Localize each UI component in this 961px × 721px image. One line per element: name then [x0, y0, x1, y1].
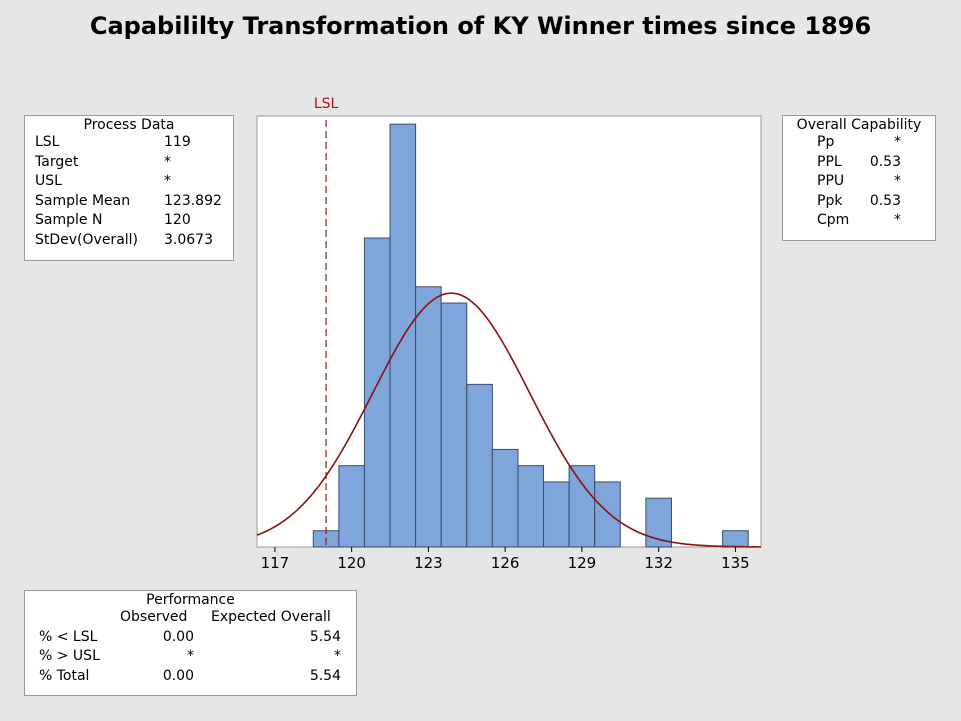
capability-label: PPU — [817, 173, 845, 189]
performance-header-row: Observed Expected Overall — [25, 608, 356, 628]
x-tick-label: 129 — [568, 554, 597, 572]
process-data-label: Sample N — [35, 212, 103, 228]
capability-value: 0.53 — [869, 153, 901, 170]
performance-row: % > USL * * — [25, 647, 356, 667]
histogram-bar — [517, 465, 545, 548]
normal-curve — [256, 292, 762, 548]
process-data-value: 120 — [164, 212, 191, 228]
process-data-title: Process Data — [83, 117, 175, 133]
capability-row: Cpm * — [783, 211, 935, 231]
process-data-row: StDev(Overall) 3.0673 — [25, 231, 233, 251]
process-data-label: USL — [35, 173, 62, 189]
capability-value: * — [894, 134, 901, 150]
performance-label: % > USL — [39, 648, 100, 664]
process-data-row: LSL 119 — [25, 133, 233, 153]
histogram-bar — [722, 530, 749, 548]
process-data-value: 123.892 — [164, 192, 222, 209]
x-tick-label: 120 — [337, 554, 366, 572]
capability-label: PPL — [817, 153, 842, 170]
histogram-bar — [415, 286, 442, 548]
histogram-bar — [440, 302, 468, 548]
process-data-label: Target — [35, 153, 79, 170]
process-data-panel: Process Data LSL 119 Target * USL * Sample Mea… — [24, 115, 234, 261]
performance-observed: 0.00 — [162, 628, 194, 645]
histogram-bar — [363, 237, 391, 548]
overall-capability-panel: Overall Capability Pp * PPL 0.53 PPU * Ppk 0.53… — [782, 115, 936, 241]
capability-value: * — [894, 212, 901, 228]
capability-row: PPL 0.53 — [783, 153, 935, 173]
lsl-label: LSL — [314, 96, 339, 112]
histogram-bar — [491, 448, 519, 548]
process-data-row: Sample N 120 — [25, 211, 233, 231]
capability-label: Cpm — [817, 212, 850, 228]
capability-value: 0.53 — [869, 192, 901, 209]
performance-row: % < LSL 0.00 5.54 — [25, 628, 356, 648]
observed-column-header: Observed — [120, 609, 188, 625]
capability-label: Ppk — [817, 192, 843, 209]
process-data-value: 119 — [164, 134, 191, 150]
performance-observed: * — [187, 648, 194, 664]
histogram-bar — [594, 481, 621, 548]
process-data-value: 3.0673 — [164, 231, 213, 248]
x-tick-label: 117 — [261, 554, 290, 572]
histogram-bar — [543, 481, 570, 548]
performance-panel: Performance Observed Expected Overall % … — [24, 590, 357, 696]
capability-value: * — [894, 173, 901, 189]
x-tick-label: 123 — [414, 554, 443, 572]
performance-label: % < LSL — [39, 628, 98, 645]
expected-column-header: Expected Overall — [211, 609, 331, 625]
performance-label: % Total — [39, 667, 90, 684]
chart-title: Capabililty Transformation of KY Winner … — [89, 12, 872, 40]
process-data-row: USL * — [25, 172, 233, 192]
performance-expected: 5.54 — [309, 667, 341, 684]
process-data-row: Sample Mean 123.892 — [25, 192, 233, 212]
histogram-bar — [568, 465, 596, 548]
x-tick-label: 135 — [721, 554, 750, 572]
process-data-label: StDev(Overall) — [35, 231, 139, 248]
histogram-bar — [466, 383, 493, 548]
x-tick-label: 132 — [644, 554, 673, 572]
performance-expected: 5.54 — [309, 628, 341, 645]
performance-row: % Total 0.00 5.54 — [25, 667, 356, 687]
histogram-bar — [389, 123, 417, 548]
histogram-bar — [338, 465, 365, 548]
capability-label: Pp — [817, 134, 835, 150]
process-data-value: * — [164, 173, 171, 189]
capability-row: Ppk 0.53 — [783, 192, 935, 212]
process-data-label: LSL — [35, 134, 60, 150]
process-data-value: * — [164, 153, 171, 170]
capability-row: Pp * — [783, 133, 935, 153]
performance-observed: 0.00 — [162, 667, 194, 684]
performance-expected: * — [334, 648, 341, 664]
capability-row: PPU * — [783, 172, 935, 192]
performance-title: Performance — [146, 592, 235, 608]
process-data-label: Sample Mean — [35, 192, 131, 209]
overall-capability-title: Overall Capability — [796, 117, 922, 133]
x-tick-label: 126 — [491, 554, 520, 572]
process-data-row: Target * — [25, 153, 233, 173]
